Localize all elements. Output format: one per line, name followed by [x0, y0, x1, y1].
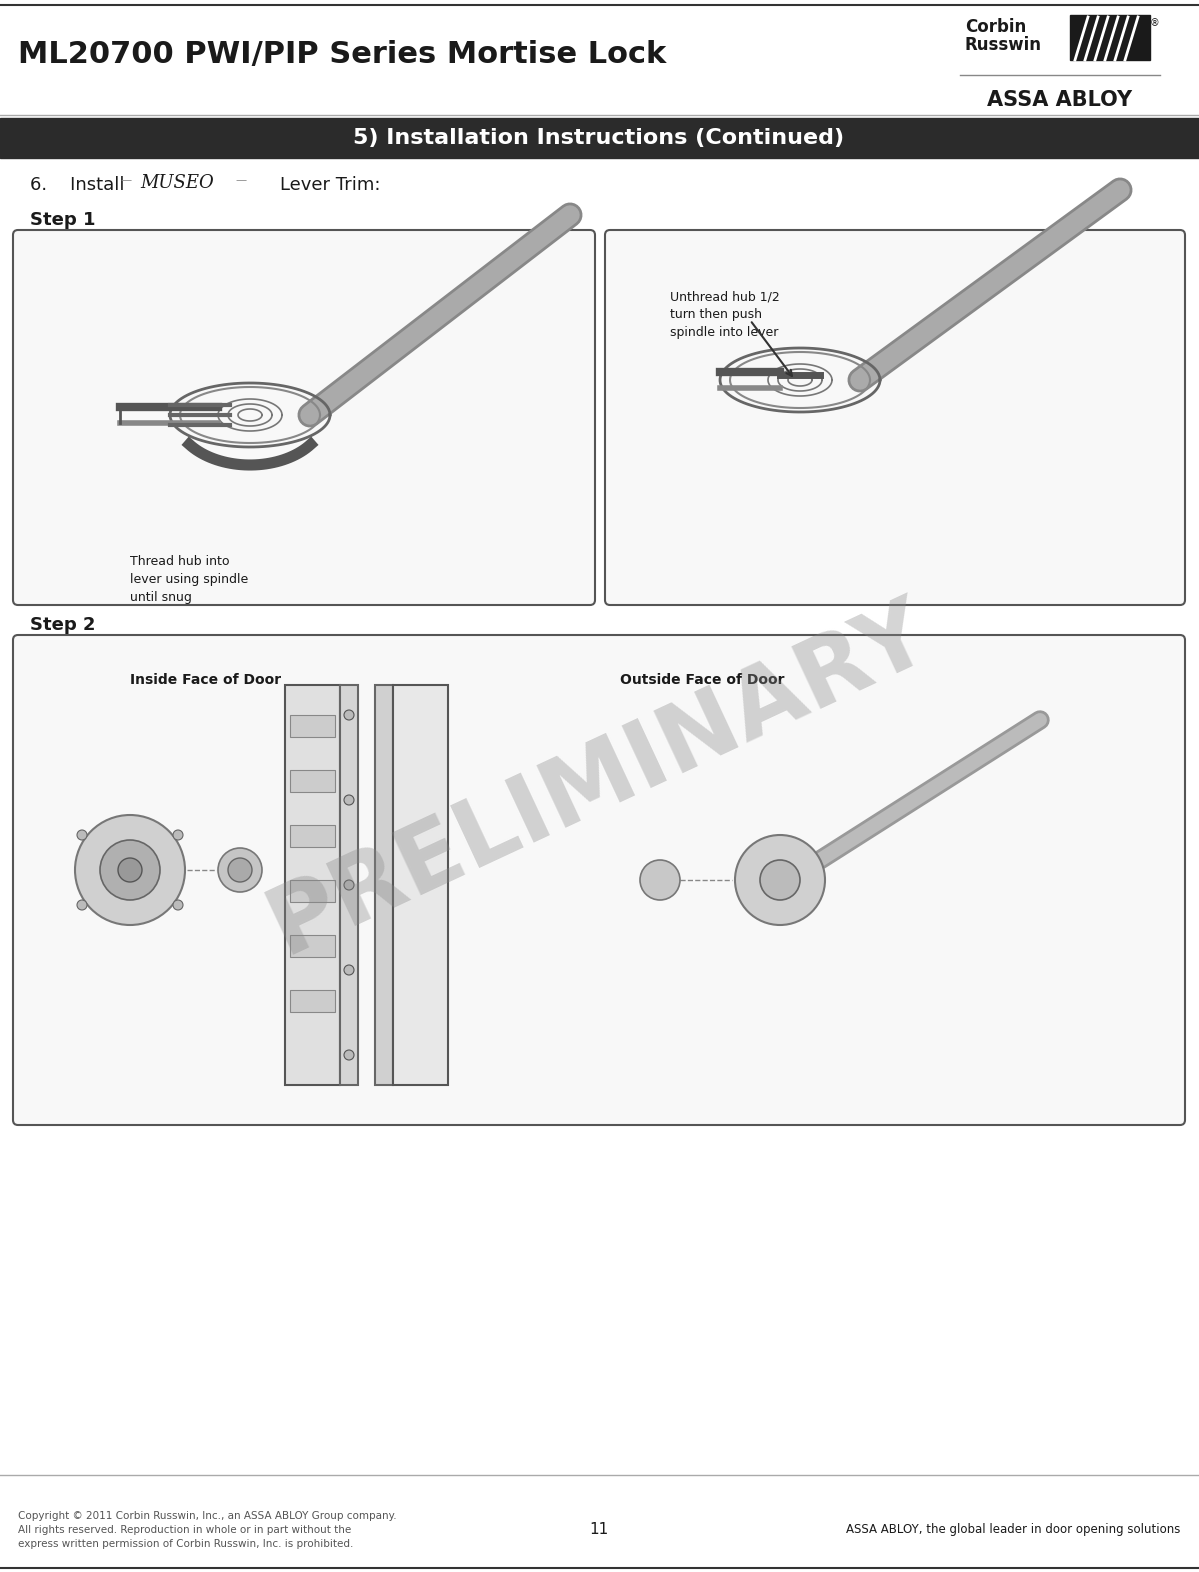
Text: Inside Face of Door: Inside Face of Door [129, 673, 281, 687]
Text: Unthread hub 1/2
turn then push
spindle into lever: Unthread hub 1/2 turn then push spindle … [670, 289, 779, 340]
FancyBboxPatch shape [605, 230, 1185, 605]
Circle shape [77, 830, 88, 839]
Text: PRELIMINARY: PRELIMINARY [254, 586, 944, 973]
Text: MUSEO: MUSEO [140, 174, 213, 192]
Text: ®: ® [1150, 17, 1159, 28]
Text: —: — [235, 174, 246, 185]
Text: Lever Trim:: Lever Trim: [281, 176, 380, 193]
Circle shape [77, 901, 88, 910]
FancyBboxPatch shape [13, 635, 1185, 1126]
Text: ASSA ABLOY, the global leader in door opening solutions: ASSA ABLOY, the global leader in door op… [845, 1523, 1180, 1536]
Circle shape [100, 839, 159, 901]
Bar [341, 685, 359, 1085]
Bar [285, 685, 341, 1085]
Text: Russwin: Russwin [965, 36, 1042, 53]
Circle shape [344, 711, 354, 720]
Circle shape [344, 795, 354, 805]
Bar [290, 770, 335, 792]
Bar [290, 880, 335, 902]
FancyBboxPatch shape [13, 230, 595, 605]
Circle shape [173, 901, 183, 910]
Text: Thread hub into
lever using spindle
until snug: Thread hub into lever using spindle unti… [129, 555, 248, 604]
Text: Step 2: Step 2 [30, 616, 96, 634]
Text: Copyright © 2011 Corbin Russwin, Inc., an ASSA ABLOY Group company.
All rights r: Copyright © 2011 Corbin Russwin, Inc., a… [18, 1511, 397, 1548]
Text: Outside Face of Door: Outside Face of Door [620, 673, 784, 687]
Circle shape [218, 847, 263, 891]
Circle shape [344, 880, 354, 890]
Circle shape [344, 1050, 354, 1060]
Bar [290, 715, 335, 737]
Circle shape [118, 858, 141, 882]
Circle shape [344, 965, 354, 975]
Text: Step 1: Step 1 [30, 211, 96, 230]
Circle shape [76, 814, 185, 924]
Bar [1070, 16, 1150, 60]
Bar [290, 935, 335, 957]
Text: 5) Installation Instructions (Continued): 5) Installation Instructions (Continued) [354, 127, 844, 148]
Bar [375, 685, 393, 1085]
Bar [290, 825, 335, 847]
Circle shape [760, 860, 800, 901]
Circle shape [228, 858, 252, 882]
Text: —: — [120, 174, 131, 185]
Text: Corbin: Corbin [965, 17, 1026, 36]
Text: ASSA ABLOY: ASSA ABLOY [988, 90, 1133, 110]
Circle shape [735, 835, 825, 924]
Circle shape [173, 830, 183, 839]
Circle shape [640, 860, 680, 901]
Bar [290, 990, 335, 1012]
Text: ML20700 PWI/PIP Series Mortise Lock: ML20700 PWI/PIP Series Mortise Lock [18, 41, 667, 69]
Text: 11: 11 [590, 1523, 609, 1537]
Bar [393, 685, 448, 1085]
Bar [0, 118, 1199, 159]
Text: 6.    Install: 6. Install [30, 176, 125, 193]
